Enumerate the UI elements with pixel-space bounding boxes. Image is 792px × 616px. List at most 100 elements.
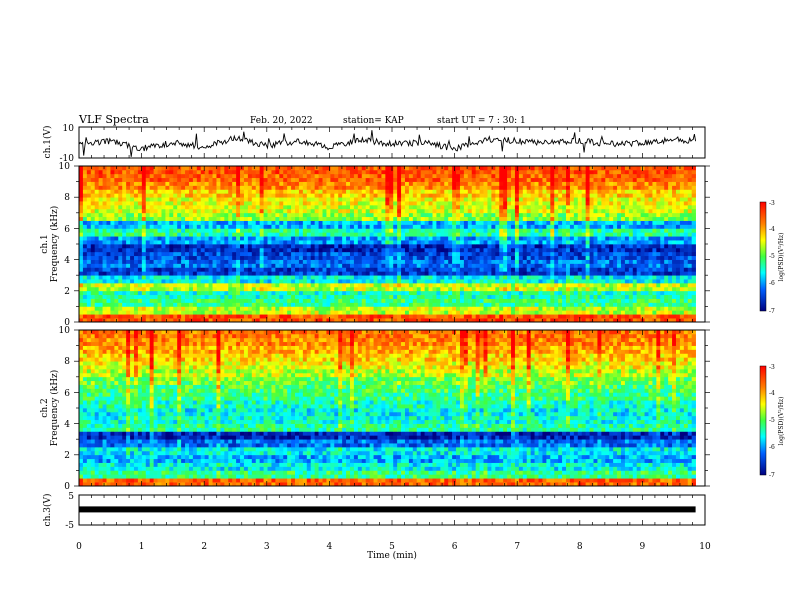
spectrogram-cell <box>189 256 193 260</box>
spectrogram-cell <box>668 240 672 244</box>
spectrogram-cell <box>621 287 625 291</box>
spectrogram-cell <box>381 283 385 287</box>
spectrogram-cell <box>680 279 684 283</box>
spectrogram-cell <box>531 260 535 264</box>
spectrogram-cell <box>354 279 358 283</box>
spectrogram-cell <box>103 240 107 244</box>
spectrogram-cell <box>566 244 570 248</box>
spectrogram-cell <box>279 287 283 291</box>
spectrogram-cell <box>130 267 134 271</box>
spectrogram-cell <box>597 306 601 310</box>
spectrogram-cell <box>181 209 185 213</box>
spectrogram-cell <box>142 299 146 303</box>
spectrogram-cell <box>684 217 688 221</box>
spectrogram-cell <box>264 240 268 244</box>
spectrogram-cell <box>609 240 613 244</box>
spectrogram-cell <box>531 221 535 225</box>
spectrogram-cell <box>389 221 393 225</box>
spectrogram-cell <box>354 201 358 205</box>
spectrogram-cell <box>562 252 566 256</box>
spectrogram-cell <box>440 267 444 271</box>
spectrogram-cell <box>146 310 150 314</box>
spectrogram-cell <box>161 225 165 229</box>
spectrogram-cell <box>495 279 499 283</box>
spectrogram-cell <box>405 267 409 271</box>
spectrogram-cell <box>531 232 535 236</box>
spectrogram-cell <box>499 244 503 248</box>
spectrogram-cell <box>539 295 543 299</box>
spectrogram-cell <box>228 306 232 310</box>
spectrogram-cell <box>295 267 299 271</box>
spectrogram-cell <box>110 299 114 303</box>
spectrogram-cell <box>574 256 578 260</box>
spectrogram-cell <box>440 314 444 318</box>
spectrogram-cell <box>201 299 205 303</box>
spectrogram-cell <box>114 271 118 275</box>
spectrogram-cell <box>130 291 134 295</box>
spectrogram-cell <box>633 314 637 318</box>
spectrogram-cell <box>594 306 598 310</box>
spectrogram-cell <box>173 228 177 232</box>
spectrogram-cell <box>264 299 268 303</box>
spectrogram-cell <box>472 232 476 236</box>
spectrogram-cell <box>260 303 264 307</box>
spectrogram-cell <box>601 264 605 268</box>
spectrogram-cell <box>79 221 83 225</box>
spectrogram-cell <box>362 299 366 303</box>
spectrogram-cell <box>295 279 299 283</box>
spectrogram-cell <box>531 217 535 221</box>
spectrogram-cell <box>617 201 621 205</box>
spectrogram-cell <box>476 205 480 209</box>
spectrogram-cell <box>165 306 169 310</box>
spectrogram-cell <box>590 256 594 260</box>
spectrogram-cell <box>519 213 523 217</box>
spectrogram-cell <box>656 267 660 271</box>
spectrogram-cell <box>358 232 362 236</box>
spectrogram-cell <box>311 291 315 295</box>
spectrogram-cell <box>562 248 566 252</box>
spectrogram-cell <box>621 205 625 209</box>
spectrogram-cell <box>535 256 539 260</box>
spectrogram-cell <box>256 279 260 283</box>
spectrogram-cell <box>468 283 472 287</box>
spectrogram-cell <box>452 271 456 275</box>
spectrogram-cell <box>319 303 323 307</box>
spectrogram-cell <box>350 283 354 287</box>
spectrogram-cell <box>566 260 570 264</box>
spectrogram-cell <box>515 275 519 279</box>
spectrogram-cell <box>535 225 539 229</box>
spectrogram-cell <box>303 310 307 314</box>
spectrogram-cell <box>236 252 240 256</box>
spectrogram-cell <box>444 217 448 221</box>
spectrogram-cell <box>366 252 370 256</box>
spectrogram-cell <box>99 264 103 268</box>
spectrogram-cell <box>637 256 641 260</box>
spectrogram-cell <box>358 267 362 271</box>
spectrogram-cell <box>358 314 362 318</box>
spectrogram-cell <box>625 232 629 236</box>
spectrogram-cell <box>652 283 656 287</box>
spectrogram-cell <box>409 306 413 310</box>
spectrogram-cell <box>106 221 110 225</box>
spectrogram-cell <box>95 217 99 221</box>
spectrogram-cell <box>495 271 499 275</box>
spectrogram-cell <box>613 267 617 271</box>
spectrogram-cell <box>91 201 95 205</box>
spectrogram-cell <box>562 217 566 221</box>
spectrogram-cell <box>566 252 570 256</box>
spectrogram-cell <box>138 248 142 252</box>
spectrogram-cell <box>539 240 543 244</box>
spectrogram-cell <box>393 252 397 256</box>
spectrogram-cell <box>260 252 264 256</box>
spectrogram-cell <box>625 267 629 271</box>
spectrogram-cell <box>672 264 676 268</box>
spectrogram-cell <box>429 291 433 295</box>
spectrogram-cell <box>562 267 566 271</box>
spectrogram-cell <box>260 240 264 244</box>
spectrogram-cell <box>590 279 594 283</box>
spectrogram-cell <box>224 295 228 299</box>
spectrogram-cell <box>240 236 244 240</box>
spectrogram-cell <box>354 295 358 299</box>
spectrogram-cell <box>448 299 452 303</box>
spectrogram-cell <box>146 287 150 291</box>
